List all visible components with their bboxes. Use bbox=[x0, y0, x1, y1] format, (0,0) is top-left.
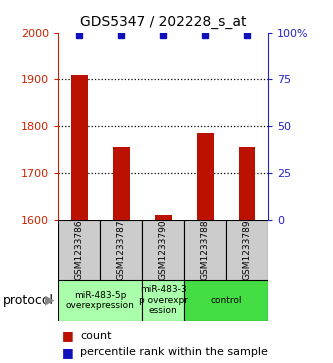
Text: control: control bbox=[210, 296, 242, 305]
Text: miR-483-5p
overexpression: miR-483-5p overexpression bbox=[66, 291, 135, 310]
Bar bbox=[71, 75, 88, 220]
Bar bbox=[239, 147, 255, 220]
Bar bbox=[155, 215, 171, 220]
Bar bbox=[100, 220, 142, 280]
Bar bbox=[226, 220, 268, 280]
Text: GSM1233789: GSM1233789 bbox=[242, 219, 252, 280]
Text: protocol: protocol bbox=[3, 294, 54, 307]
Bar bbox=[184, 220, 226, 280]
Bar bbox=[142, 220, 184, 280]
Text: GSM1233788: GSM1233788 bbox=[200, 219, 210, 280]
Text: count: count bbox=[80, 331, 112, 341]
Text: GSM1233786: GSM1233786 bbox=[75, 219, 84, 280]
Text: ■: ■ bbox=[62, 346, 73, 359]
Text: GSM1233790: GSM1233790 bbox=[159, 219, 168, 280]
Bar bbox=[58, 280, 142, 321]
Text: percentile rank within the sample: percentile rank within the sample bbox=[80, 347, 268, 357]
Bar bbox=[113, 147, 130, 220]
Bar bbox=[58, 220, 100, 280]
Title: GDS5347 / 202228_s_at: GDS5347 / 202228_s_at bbox=[80, 15, 246, 29]
Bar bbox=[142, 280, 184, 321]
Text: ▶: ▶ bbox=[45, 294, 54, 307]
Text: miR-483-3
p overexpr
ession: miR-483-3 p overexpr ession bbox=[139, 285, 188, 315]
Bar bbox=[197, 133, 213, 220]
Bar bbox=[184, 280, 268, 321]
Text: ■: ■ bbox=[62, 329, 73, 342]
Text: GSM1233787: GSM1233787 bbox=[117, 219, 126, 280]
